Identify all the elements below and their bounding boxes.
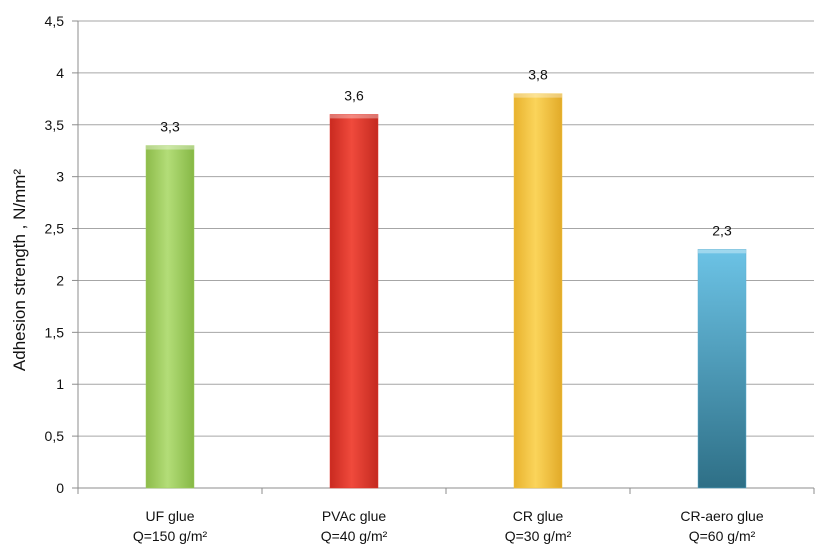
y-tick-label: 3	[56, 169, 64, 185]
y-tick-label: 2	[56, 272, 64, 288]
bar	[329, 114, 379, 489]
bar	[513, 93, 563, 489]
category-label-quantity: Q=60 g/m²	[689, 528, 756, 544]
category-label-name: CR-aero glue	[680, 508, 763, 524]
data-label: 2,3	[712, 222, 732, 238]
bar-top-highlight	[330, 114, 378, 119]
bar	[145, 145, 195, 489]
y-tick-label: 2,5	[45, 221, 65, 237]
data-label: 3,6	[344, 87, 364, 103]
data-label: 3,3	[160, 119, 180, 135]
y-tick-label: 0	[56, 480, 64, 496]
bar-top-highlight	[514, 93, 562, 98]
category-label-quantity: Q=150 g/m²	[133, 528, 208, 544]
category-label-name: PVAc glue	[322, 508, 387, 524]
y-tick-label: 4,5	[45, 13, 65, 29]
y-tick-label: 4	[56, 65, 64, 81]
data-label: 3,8	[528, 67, 548, 83]
category-label-name: CR glue	[513, 508, 564, 524]
y-tick-label: 3,5	[45, 117, 65, 133]
y-tick-label: 1,5	[45, 324, 65, 340]
y-tick-label: 1	[56, 376, 64, 392]
category-label-name: UF glue	[145, 508, 194, 524]
bar-top-highlight	[698, 249, 746, 254]
category-label-quantity: Q=40 g/m²	[321, 528, 388, 544]
bar-top-highlight	[146, 145, 194, 150]
y-tick-label: 0,5	[45, 428, 65, 444]
category-label-quantity: Q=30 g/m²	[505, 528, 572, 544]
bar	[697, 249, 747, 489]
y-axis-title: Adhesion strength , N/mm²	[10, 169, 29, 372]
